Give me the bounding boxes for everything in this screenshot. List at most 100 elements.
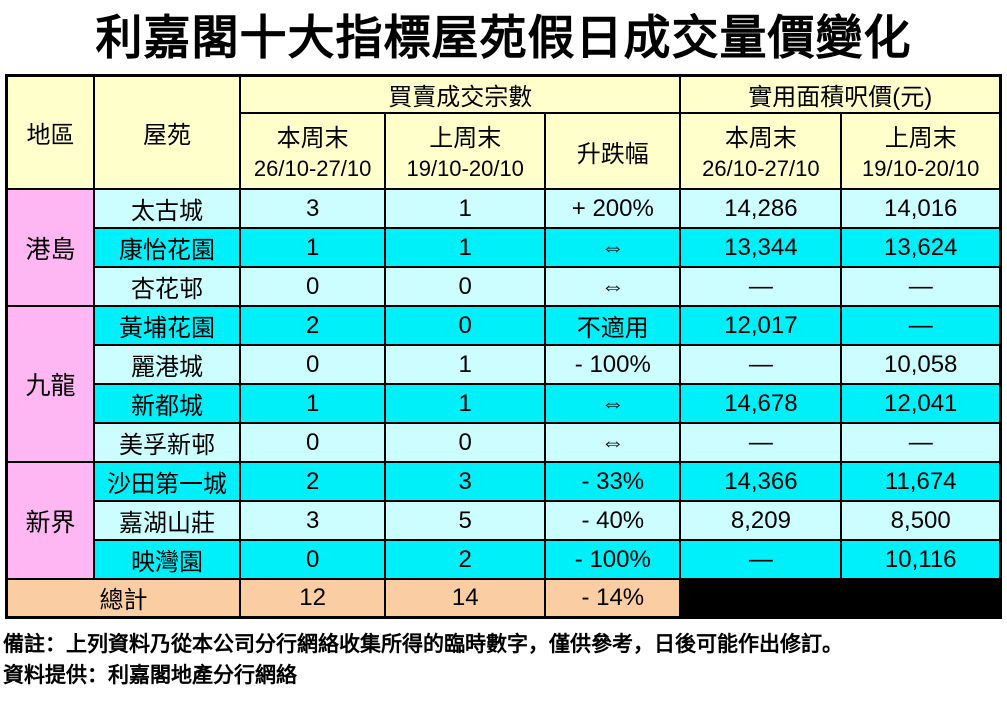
count-this-week-cell: 0 xyxy=(239,539,387,580)
header-price-this-week: 本周末 26/10-27/10 xyxy=(679,112,843,190)
estate-cell: 沙田第一城 xyxy=(92,461,242,502)
price-this-week-cell: — xyxy=(679,344,843,385)
header-count-last-week: 上周末 19/10-20/10 xyxy=(384,112,547,190)
header-price-last-week: 上周末 19/10-20/10 xyxy=(840,112,1002,190)
price-last-week-cell: 12,041 xyxy=(840,383,1002,424)
header-this-weekend-label: 本周末 xyxy=(276,125,349,152)
blacked-out-cell xyxy=(679,578,1002,618)
change-cell: ⇔ xyxy=(544,422,682,463)
count-last-week-cell: 5 xyxy=(384,500,547,541)
table-row: 港島 太古城 3 1 + 200% 14,286 14,016 xyxy=(5,188,1002,307)
header-this-weekend-label: 本周末 xyxy=(724,125,797,152)
table-row: 嘉湖山莊 3 5 - 40% 8,209 8,500 xyxy=(7,500,1002,541)
price-last-week-cell: 10,116 xyxy=(840,539,1002,580)
price-last-week-cell: — xyxy=(840,422,1002,463)
count-this-week-cell: 2 xyxy=(239,461,387,502)
table-row: 九龍 黃埔花園 2 0 不適用 12,017 — xyxy=(5,305,1002,463)
change-cell: - 100% xyxy=(544,539,682,580)
estate-cell: 嘉湖山莊 xyxy=(92,500,242,541)
count-last-week-cell: 0 xyxy=(384,305,547,346)
count-last-week-cell: 2 xyxy=(384,539,547,580)
total-count-last-week-cell: 14 xyxy=(384,578,547,618)
change-cell: ⇔ xyxy=(544,266,682,307)
price-this-week-cell: — xyxy=(679,266,843,307)
header-estate: 屋苑 xyxy=(92,74,242,190)
header-count-this-week: 本周末 26/10-27/10 xyxy=(239,112,387,190)
estate-cell: 映灣園 xyxy=(92,539,242,580)
header-district: 地區 xyxy=(5,74,95,190)
estate-cell: 康怡花園 xyxy=(92,227,242,268)
data-table: 地區 屋苑 買賣成交宗數 實用面積呎價(元) 本周末 26/10-27/10 上… xyxy=(5,74,1002,619)
header-this-weekend-dates: 26/10-27/10 xyxy=(253,156,372,181)
table-row: 杏花邨 0 0 ⇔ — — xyxy=(7,266,1002,307)
count-this-week-cell: 1 xyxy=(239,227,387,268)
change-cell: 不適用 xyxy=(544,305,682,346)
estate-cell: 太古城 xyxy=(92,188,242,229)
price-this-week-cell: 13,344 xyxy=(679,227,843,268)
footer-source: 資料提供：利嘉閣地產分行網絡 xyxy=(3,663,297,687)
price-last-week-cell: 8,500 xyxy=(840,500,1002,541)
price-this-week-cell: — xyxy=(679,422,843,463)
header-last-weekend-label: 上周末 xyxy=(884,125,957,152)
table-row: 新界 沙田第一城 2 3 - 33% 14,366 11,674 xyxy=(5,461,1002,580)
price-this-week-cell: 12,017 xyxy=(679,305,843,346)
header-last-weekend-dates: 19/10-20/10 xyxy=(406,156,524,181)
table-row: 麗港城 0 1 - 100% — 10,058 xyxy=(7,344,1002,385)
header-row-sub: 本周末 26/10-27/10 上周末 19/10-20/10 升跌幅 本周末 … xyxy=(7,112,1002,190)
count-last-week-cell: 1 xyxy=(384,383,547,424)
change-cell: - 100% xyxy=(544,344,682,385)
estate-cell: 黃埔花園 xyxy=(92,305,242,346)
header-this-weekend-dates: 26/10-27/10 xyxy=(702,156,820,181)
table-row: 美孚新邨 0 0 ⇔ — — xyxy=(7,422,1002,463)
count-this-week-cell: 3 xyxy=(239,188,387,229)
change-cell: ⇔ xyxy=(544,227,682,268)
count-this-week-cell: 1 xyxy=(239,383,387,424)
total-row: 總計 12 14 - 14% xyxy=(5,578,1002,618)
header-last-weekend-label: 上周末 xyxy=(429,125,502,152)
count-last-week-cell: 1 xyxy=(384,227,547,268)
page: 利嘉閣十大指標屋苑假日成交量價變化 地區 屋苑 買賣成交宗數 實用面積呎價(元)… xyxy=(0,7,1007,691)
district-cell: 九龍 xyxy=(5,305,95,463)
change-cell: ⇔ xyxy=(544,383,682,424)
header-last-weekend-dates: 19/10-20/10 xyxy=(861,156,980,181)
price-this-week-cell: 14,286 xyxy=(679,188,843,229)
count-last-week-cell: 0 xyxy=(384,266,547,307)
count-this-week-cell: 0 xyxy=(239,266,387,307)
total-label-cell: 總計 xyxy=(5,578,242,618)
count-last-week-cell: 0 xyxy=(384,422,547,463)
price-this-week-cell: 8,209 xyxy=(679,500,843,541)
price-last-week-cell: — xyxy=(840,266,1002,307)
price-last-week-cell: 13,624 xyxy=(840,227,1002,268)
count-this-week-cell: 2 xyxy=(239,305,387,346)
header-change: 升跌幅 xyxy=(544,112,682,190)
estate-cell: 麗港城 xyxy=(92,344,242,385)
change-cell: - 40% xyxy=(544,500,682,541)
header-price-group: 實用面積呎價(元) xyxy=(679,74,1002,114)
price-last-week-cell: 11,674 xyxy=(840,461,1002,502)
price-last-week-cell: 14,016 xyxy=(840,188,1002,229)
header-row-groups: 地區 屋苑 買賣成交宗數 實用面積呎價(元) xyxy=(5,74,1002,190)
table-row: 新都城 1 1 ⇔ 14,678 12,041 xyxy=(7,383,1002,424)
header-transactions-group: 買賣成交宗數 xyxy=(239,74,682,114)
count-last-week-cell: 1 xyxy=(384,344,547,385)
price-this-week-cell: — xyxy=(679,539,843,580)
total-change-cell: - 14% xyxy=(544,578,682,618)
change-cell: + 200% xyxy=(544,188,682,229)
price-last-week-cell: 10,058 xyxy=(840,344,1002,385)
count-this-week-cell: 3 xyxy=(239,500,387,541)
count-this-week-cell: 0 xyxy=(239,422,387,463)
count-last-week-cell: 3 xyxy=(384,461,547,502)
footer-note: 備註：上列資料乃從本公司分行網絡收集所得的臨時數字，僅供參考，日後可能作出修訂。 xyxy=(3,632,843,656)
footer: 備註：上列資料乃從本公司分行網絡收集所得的臨時數字，僅供參考，日後可能作出修訂。… xyxy=(3,629,1007,691)
count-last-week-cell: 1 xyxy=(384,188,547,229)
estate-cell: 新都城 xyxy=(92,383,242,424)
estate-cell: 杏花邨 xyxy=(92,266,242,307)
district-cell: 新界 xyxy=(5,461,95,580)
price-last-week-cell: — xyxy=(840,305,1002,346)
price-this-week-cell: 14,366 xyxy=(679,461,843,502)
table-row: 映灣園 0 2 - 100% — 10,116 xyxy=(7,539,1002,580)
estate-cell: 美孚新邨 xyxy=(92,422,242,463)
page-title: 利嘉閣十大指標屋苑假日成交量價變化 xyxy=(95,11,912,64)
district-cell: 港島 xyxy=(5,188,95,307)
change-cell: - 33% xyxy=(544,461,682,502)
